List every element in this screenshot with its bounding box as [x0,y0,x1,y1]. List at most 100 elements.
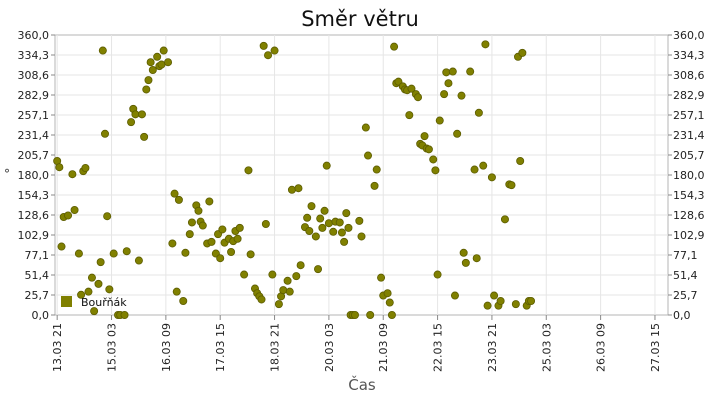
data-point [170,189,179,198]
data-point [283,276,292,285]
data-point [429,155,438,164]
y-tick-label: 334,3 [18,49,50,62]
data-point [444,79,453,88]
x-tick-label: 16.03 09 [160,323,173,372]
y-tick-label: 205,7 [18,149,50,162]
data-point [435,116,444,125]
data-point [96,258,105,267]
data-point [279,286,288,295]
data-point [140,132,149,141]
data-point [420,132,429,141]
y-tick-label-right: 77,1 [673,249,698,262]
data-point [257,295,266,304]
y-tick-label: 360,0 [18,29,50,42]
data-point [285,287,294,296]
data-point [340,237,349,246]
grid-lines [55,35,668,315]
data-point [81,163,90,172]
x-tick-label: 21.03 09 [377,323,390,372]
data-point [148,66,157,75]
legend-label: Bouřňák [81,296,127,309]
y-axis-unit-label: ° [4,167,10,181]
data-point [134,256,143,265]
data-point [261,219,270,228]
data-point [264,51,273,60]
data-point [407,84,416,93]
y-tick-label-right: 360,0 [673,29,705,42]
data-point [198,221,207,230]
data-point [433,270,442,279]
y-tick-label: 180,0 [18,169,50,182]
data-point [370,181,379,190]
y-tick-label: 154,3 [18,189,50,202]
y-tick-label-right: 154,3 [673,189,705,202]
data-point [320,206,329,215]
data-point [322,161,331,170]
data-point [307,202,316,211]
data-point [335,218,344,227]
x-tick-label: 20.03 03 [323,323,336,372]
y-tick-label: 257,1 [18,109,50,122]
y-tick-label: 51,4 [25,269,50,282]
data-point [57,242,66,251]
data-point [127,118,136,127]
data-point [311,232,320,241]
data-point [472,254,481,263]
data-point [246,250,255,259]
data-point [205,197,214,206]
x-tick-label: 22.03 15 [432,323,445,372]
data-point [122,247,131,256]
y-tick-label: 0,0 [32,309,50,322]
y-tick-label: 308,6 [18,69,50,82]
data-point [120,310,129,319]
data-point [77,290,86,299]
data-point [233,234,242,243]
data-point [292,272,301,281]
data-point [216,254,225,263]
y-tick-label-right: 180,0 [673,169,705,182]
legend: Bouřňák [61,296,127,309]
data-point [98,46,107,55]
data-point [424,145,433,154]
data-point [179,296,188,305]
data-point [131,110,140,119]
data-point [235,223,244,232]
data-point [146,58,155,67]
data-point [87,273,96,282]
data-point [84,287,93,296]
y-tick-label-right: 334,3 [673,49,705,62]
data-point [442,68,451,77]
data-point [390,42,399,51]
data-point [194,206,203,215]
x-tick-label: 15.03 03 [106,323,119,372]
data-point [459,248,468,257]
data-point [511,300,520,309]
data-point [70,205,79,214]
chart-title: Směr větru [301,7,419,31]
data-point [329,227,338,236]
data-point [174,195,183,204]
data-point [153,52,162,61]
x-tick-label: 17.03 15 [214,323,227,372]
data-point [244,166,253,175]
data-point [144,76,153,85]
x-tick-label: 18.03 21 [269,323,282,372]
x-tick-label: 23.03 21 [486,323,499,372]
data-point [414,93,423,102]
y-tick-label-right: 51,4 [673,269,698,282]
data-point [366,310,375,319]
data-point [164,58,173,67]
x-axis: 13.03 21 15.03 03 16.03 09 17.03 15 18.03 21… [51,315,662,372]
data-point [181,248,190,257]
data-point [303,213,312,222]
legend-swatch [61,296,72,307]
data-point [90,307,99,316]
x-axis-title: Čas [348,375,376,394]
data-point [314,265,323,274]
data-point [527,296,536,305]
data-point [185,230,194,239]
data-point [387,310,396,319]
data-point [372,165,381,174]
data-point [68,170,77,179]
y-tick-label-right: 128,6 [673,209,705,222]
